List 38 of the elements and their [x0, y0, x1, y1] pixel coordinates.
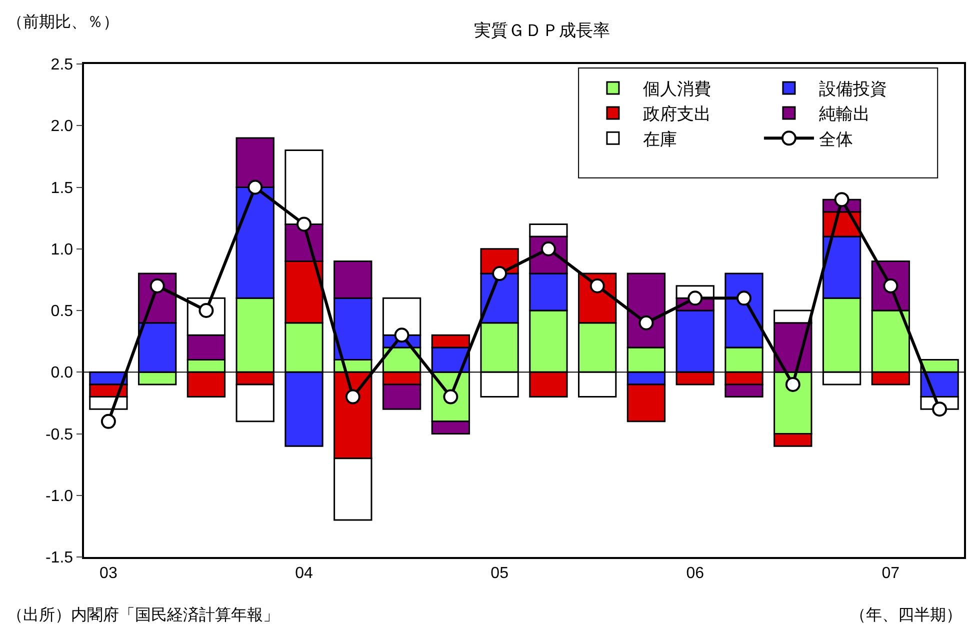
legend-label: 設備投資: [818, 80, 887, 99]
x-tick-label: 03: [100, 564, 118, 582]
x-tick-label: 06: [686, 564, 704, 582]
y-tick-label: -0.5: [45, 426, 74, 444]
x-tick-label: 07: [882, 564, 900, 582]
point: [150, 278, 165, 294]
point: [932, 402, 948, 417]
legend-label: 全体: [818, 130, 853, 149]
y-tick-label: 1.0: [50, 241, 74, 258]
y-tick-label: 2.5: [50, 56, 74, 74]
legend-label: 純輸出: [818, 104, 870, 124]
x-tick-label: 05: [490, 564, 509, 582]
point: [638, 315, 654, 330]
point: [688, 290, 703, 306]
x-tick-label: 04: [295, 564, 313, 582]
point: [736, 290, 752, 306]
point: [394, 328, 410, 343]
y-axis-title: （前期比、％）: [7, 13, 119, 31]
legend-label: 個人消費: [642, 80, 711, 99]
point: [100, 414, 116, 429]
legend-label: 在庫: [642, 130, 677, 149]
point: [345, 389, 360, 404]
point: [296, 216, 312, 232]
legend-label: 政府支出: [642, 104, 711, 124]
point: [492, 266, 508, 282]
text: （出所）内閣府「国民経済計算年報」: [7, 606, 279, 624]
point: [834, 192, 850, 208]
y-tick-label: 0.0: [50, 364, 74, 382]
x-axis-title: （年、四半期）: [850, 606, 962, 624]
chart-title: 実質ＧＤＰ成長率: [474, 20, 610, 40]
y-tick-label: 0.5: [50, 303, 74, 320]
point: [248, 180, 263, 195]
point: [785, 376, 800, 392]
y-tick-label: -1.5: [45, 550, 74, 567]
point: [590, 278, 605, 294]
y-tick-label: 1.5: [50, 180, 74, 197]
y-tick-label: 2.0: [50, 118, 74, 136]
y-tick-label: -1.0: [45, 488, 74, 505]
